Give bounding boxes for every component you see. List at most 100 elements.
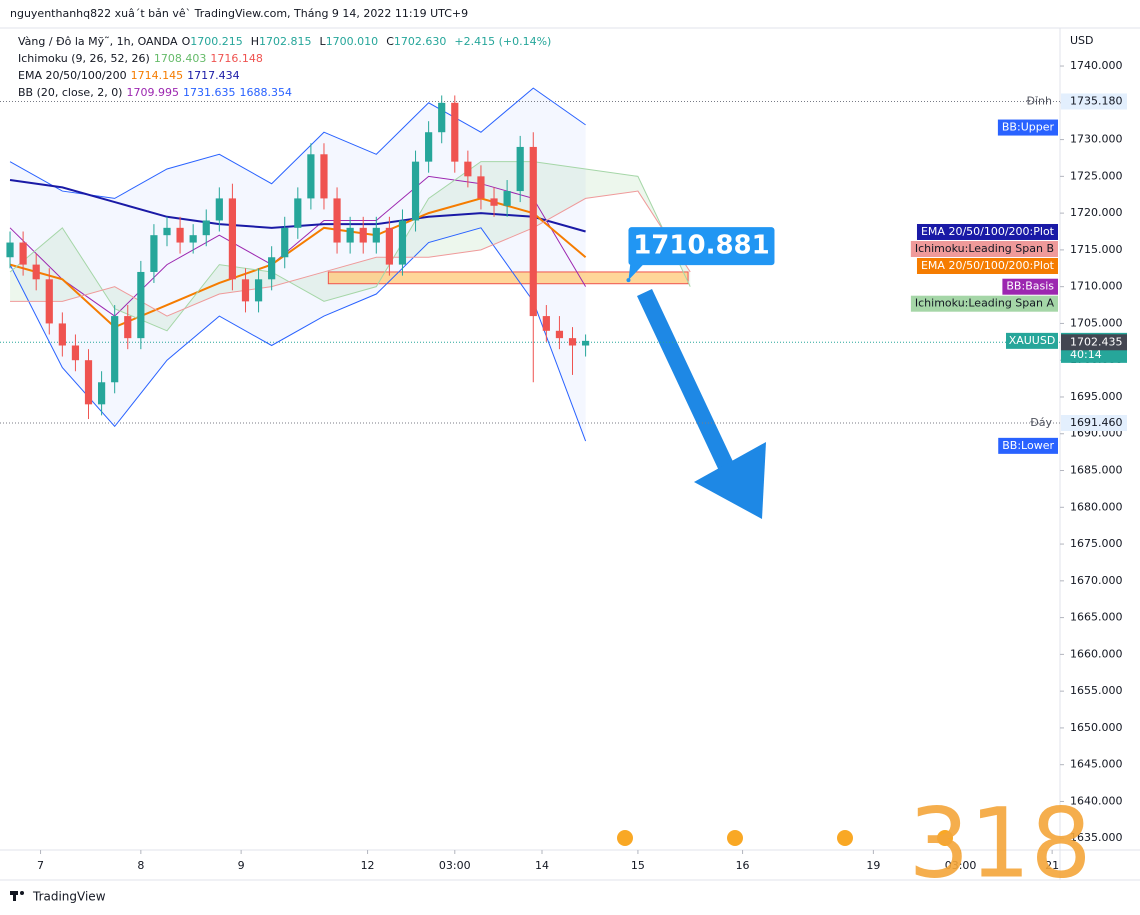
level-tag [1061, 93, 1127, 110]
candle-body [555, 330, 564, 339]
y-tick-label: 1730.000 [1070, 133, 1123, 146]
candle-body [163, 227, 171, 236]
legend-text: 1716.148 [210, 52, 263, 65]
candle-body [45, 279, 53, 324]
indicator-tag-label: BB:Upper [1002, 121, 1055, 134]
candle-body [398, 220, 407, 265]
candle-body [346, 227, 354, 243]
y-tick-label: 1710.000 [1070, 280, 1123, 293]
candle-body [97, 382, 106, 405]
symbol-tag [1006, 332, 1058, 349]
legend-text: Ichimoku (9, 26, 52, 26) [18, 52, 150, 65]
y-tick-label: 1660.000 [1070, 647, 1123, 660]
candle-body [477, 176, 485, 199]
candle-body [294, 198, 302, 228]
event-icon [837, 830, 853, 846]
legend-text: 1717.434 [187, 69, 240, 82]
candle-body [451, 102, 459, 162]
indicator-line [9, 227, 587, 442]
candle-body [176, 227, 184, 243]
event-icon [617, 830, 633, 846]
level-name: Đáy [1030, 416, 1052, 429]
candle-body [137, 271, 145, 339]
y-tick-label: 1645.000 [1070, 758, 1123, 771]
indicator-tag-label: BB:Lower [1002, 439, 1054, 452]
candle-body [359, 227, 367, 243]
candle-body [71, 345, 80, 361]
indicator-tag [916, 223, 1058, 240]
legend-text: L [320, 35, 327, 48]
candle-body [307, 154, 315, 199]
bid-tag [1061, 334, 1127, 351]
indicator-tag-label: EMA 20/50/100/200:Plot [921, 225, 1055, 238]
legend-text: BB (20, close, 2, 0) [18, 86, 122, 99]
y-tick-label: 1665.000 [1070, 611, 1123, 624]
candle-body [19, 242, 27, 265]
legend-text: EMA 20/50/100/200 [18, 69, 127, 82]
candle-body [372, 227, 380, 243]
candle-body [189, 235, 197, 243]
indicator-line [9, 87, 586, 199]
candle-body [84, 360, 93, 405]
x-tick-label: 03:00 [945, 859, 977, 872]
candle-body [542, 316, 550, 331]
event-icon [937, 830, 953, 846]
candle-body [6, 242, 14, 258]
candle-body [581, 340, 590, 346]
candle-body [333, 198, 341, 243]
candle-body [320, 154, 328, 199]
indicator-tag [997, 119, 1058, 136]
header: nguyenthanhq822 xuâ´t bản vê` TradingVie… [10, 7, 468, 20]
y-tick-label: 1740.000 [1070, 59, 1123, 72]
symbol-tag-label: XAUUSD [1009, 334, 1056, 347]
indicator-tag [910, 295, 1058, 312]
x-tick-label: 19 [866, 859, 880, 872]
legend-text: 1714.145 [131, 69, 184, 82]
x-tick-label: 16 [736, 859, 750, 872]
legend-text: 1702.815 [259, 35, 312, 48]
indicator-tag-label: EMA 20/50/100/200:Plot [921, 259, 1055, 272]
band-fill [10, 161, 691, 331]
legend-text: Vàng / Đô la Mỹ˜, 1h, OANDA [18, 35, 178, 48]
x-tick-label: 21 [1045, 859, 1059, 872]
x-tick-label: 9 [238, 859, 245, 872]
indicator-tag-label: Ichimoku:Leading Span B [915, 242, 1054, 255]
candle-body [568, 338, 577, 346]
currency: USD [1070, 34, 1094, 47]
x-tick-label: 8 [137, 859, 144, 872]
logo-mark [20, 891, 24, 895]
x-tick-label: 7 [37, 859, 44, 872]
candle-body [111, 316, 119, 383]
y-tick-label: 1720.000 [1070, 206, 1123, 219]
legend-text: O [182, 35, 191, 48]
indicator-tag [916, 257, 1058, 274]
arrow-head [694, 442, 766, 519]
indicator-tag-label: Ichimoku:Leading Span A [915, 297, 1055, 310]
indicator-tag [910, 240, 1058, 257]
countdown: 40:14 [1070, 348, 1102, 361]
callout-pointer [628, 262, 646, 281]
candle-body [268, 257, 276, 280]
candle-body [490, 198, 498, 206]
x-tick-label: 14 [535, 859, 549, 872]
candle-body [529, 146, 537, 317]
candle-body [254, 279, 263, 302]
watermark: 318 [908, 787, 1091, 899]
level-label: 1691.460 [1070, 416, 1123, 429]
y-tick-label: 1650.000 [1070, 721, 1123, 734]
candle-body [425, 132, 433, 162]
indicator-tag [998, 437, 1058, 454]
footer-logo: TradingView [10, 890, 106, 904]
y-tick-label: 1655.000 [1070, 684, 1123, 697]
candle-body [228, 198, 237, 280]
candle-body [150, 235, 158, 272]
legend-text: 1731.635 [183, 86, 236, 99]
event-icons [617, 830, 953, 846]
event-icon [727, 830, 743, 846]
arrow-shaft [637, 289, 736, 475]
candle-body [516, 146, 524, 192]
candle-body [124, 316, 132, 339]
candle-body [385, 227, 393, 265]
candle-body [202, 220, 210, 236]
